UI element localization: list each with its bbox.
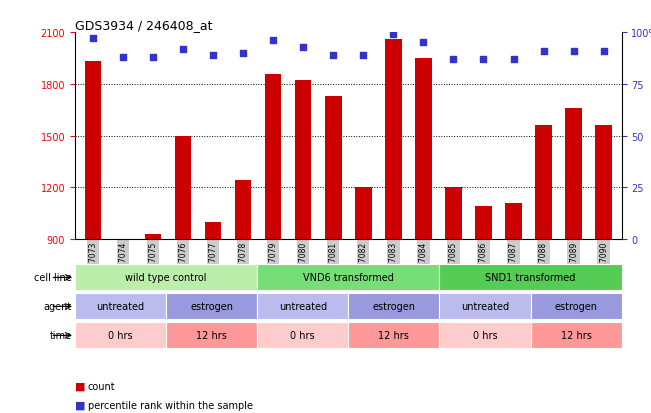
Bar [115, 240, 132, 244]
Text: wild type control: wild type control [125, 273, 207, 283]
Point [298, 44, 309, 51]
Point [328, 52, 339, 59]
Point [178, 46, 188, 53]
Bar [295, 81, 311, 240]
Bar [505, 203, 522, 240]
Bar [257, 265, 439, 291]
Bar [75, 265, 257, 291]
Bar [265, 74, 281, 240]
Text: GDS3934 / 246408_at: GDS3934 / 246408_at [75, 19, 212, 32]
Text: 12 hrs: 12 hrs [378, 330, 409, 341]
Text: count: count [88, 381, 115, 391]
Point [118, 55, 128, 61]
Point [268, 38, 279, 45]
Bar [475, 207, 492, 240]
Point [478, 57, 489, 63]
Bar [596, 126, 612, 240]
Text: 12 hrs: 12 hrs [561, 330, 592, 341]
Text: untreated: untreated [461, 301, 509, 312]
Bar [348, 294, 439, 320]
Text: agent: agent [44, 301, 72, 312]
Bar [325, 97, 342, 240]
Text: estrogen: estrogen [372, 301, 415, 312]
Text: VND6 transformed: VND6 transformed [303, 273, 394, 283]
Bar [75, 294, 166, 320]
Bar [439, 323, 531, 349]
Bar [531, 323, 622, 349]
Text: 0 hrs: 0 hrs [108, 330, 133, 341]
Text: percentile rank within the sample: percentile rank within the sample [88, 400, 253, 410]
Point [418, 40, 428, 47]
Point [538, 48, 549, 55]
Bar [415, 59, 432, 240]
Bar [385, 40, 402, 240]
Bar [257, 323, 348, 349]
Point [88, 36, 98, 43]
Bar [166, 294, 257, 320]
Text: 12 hrs: 12 hrs [196, 330, 227, 341]
Bar [565, 109, 582, 240]
Text: cell line: cell line [34, 273, 72, 283]
Bar [145, 234, 161, 240]
Bar [355, 188, 372, 240]
Point [388, 32, 398, 38]
Text: untreated: untreated [96, 301, 145, 312]
Point [449, 57, 459, 63]
Bar [166, 323, 257, 349]
Point [568, 48, 579, 55]
Bar [439, 265, 622, 291]
Bar [535, 126, 552, 240]
Text: 0 hrs: 0 hrs [473, 330, 497, 341]
Bar [531, 294, 622, 320]
Bar [205, 222, 221, 240]
Text: ■: ■ [75, 400, 85, 410]
Bar [439, 294, 531, 320]
Point [148, 55, 158, 61]
Text: SND1 transformed: SND1 transformed [486, 273, 575, 283]
Bar [174, 136, 191, 240]
Point [208, 52, 218, 59]
Point [358, 52, 368, 59]
Bar [75, 323, 166, 349]
Text: 0 hrs: 0 hrs [290, 330, 315, 341]
Text: untreated: untreated [279, 301, 327, 312]
Text: time: time [49, 330, 72, 341]
Bar [445, 188, 462, 240]
Text: ■: ■ [75, 381, 85, 391]
Point [598, 48, 609, 55]
Point [238, 50, 248, 57]
Text: estrogen: estrogen [190, 301, 233, 312]
Bar [257, 294, 348, 320]
Bar [348, 323, 439, 349]
Point [508, 57, 519, 63]
Text: estrogen: estrogen [555, 301, 598, 312]
Bar [85, 62, 101, 240]
Bar [235, 181, 251, 240]
